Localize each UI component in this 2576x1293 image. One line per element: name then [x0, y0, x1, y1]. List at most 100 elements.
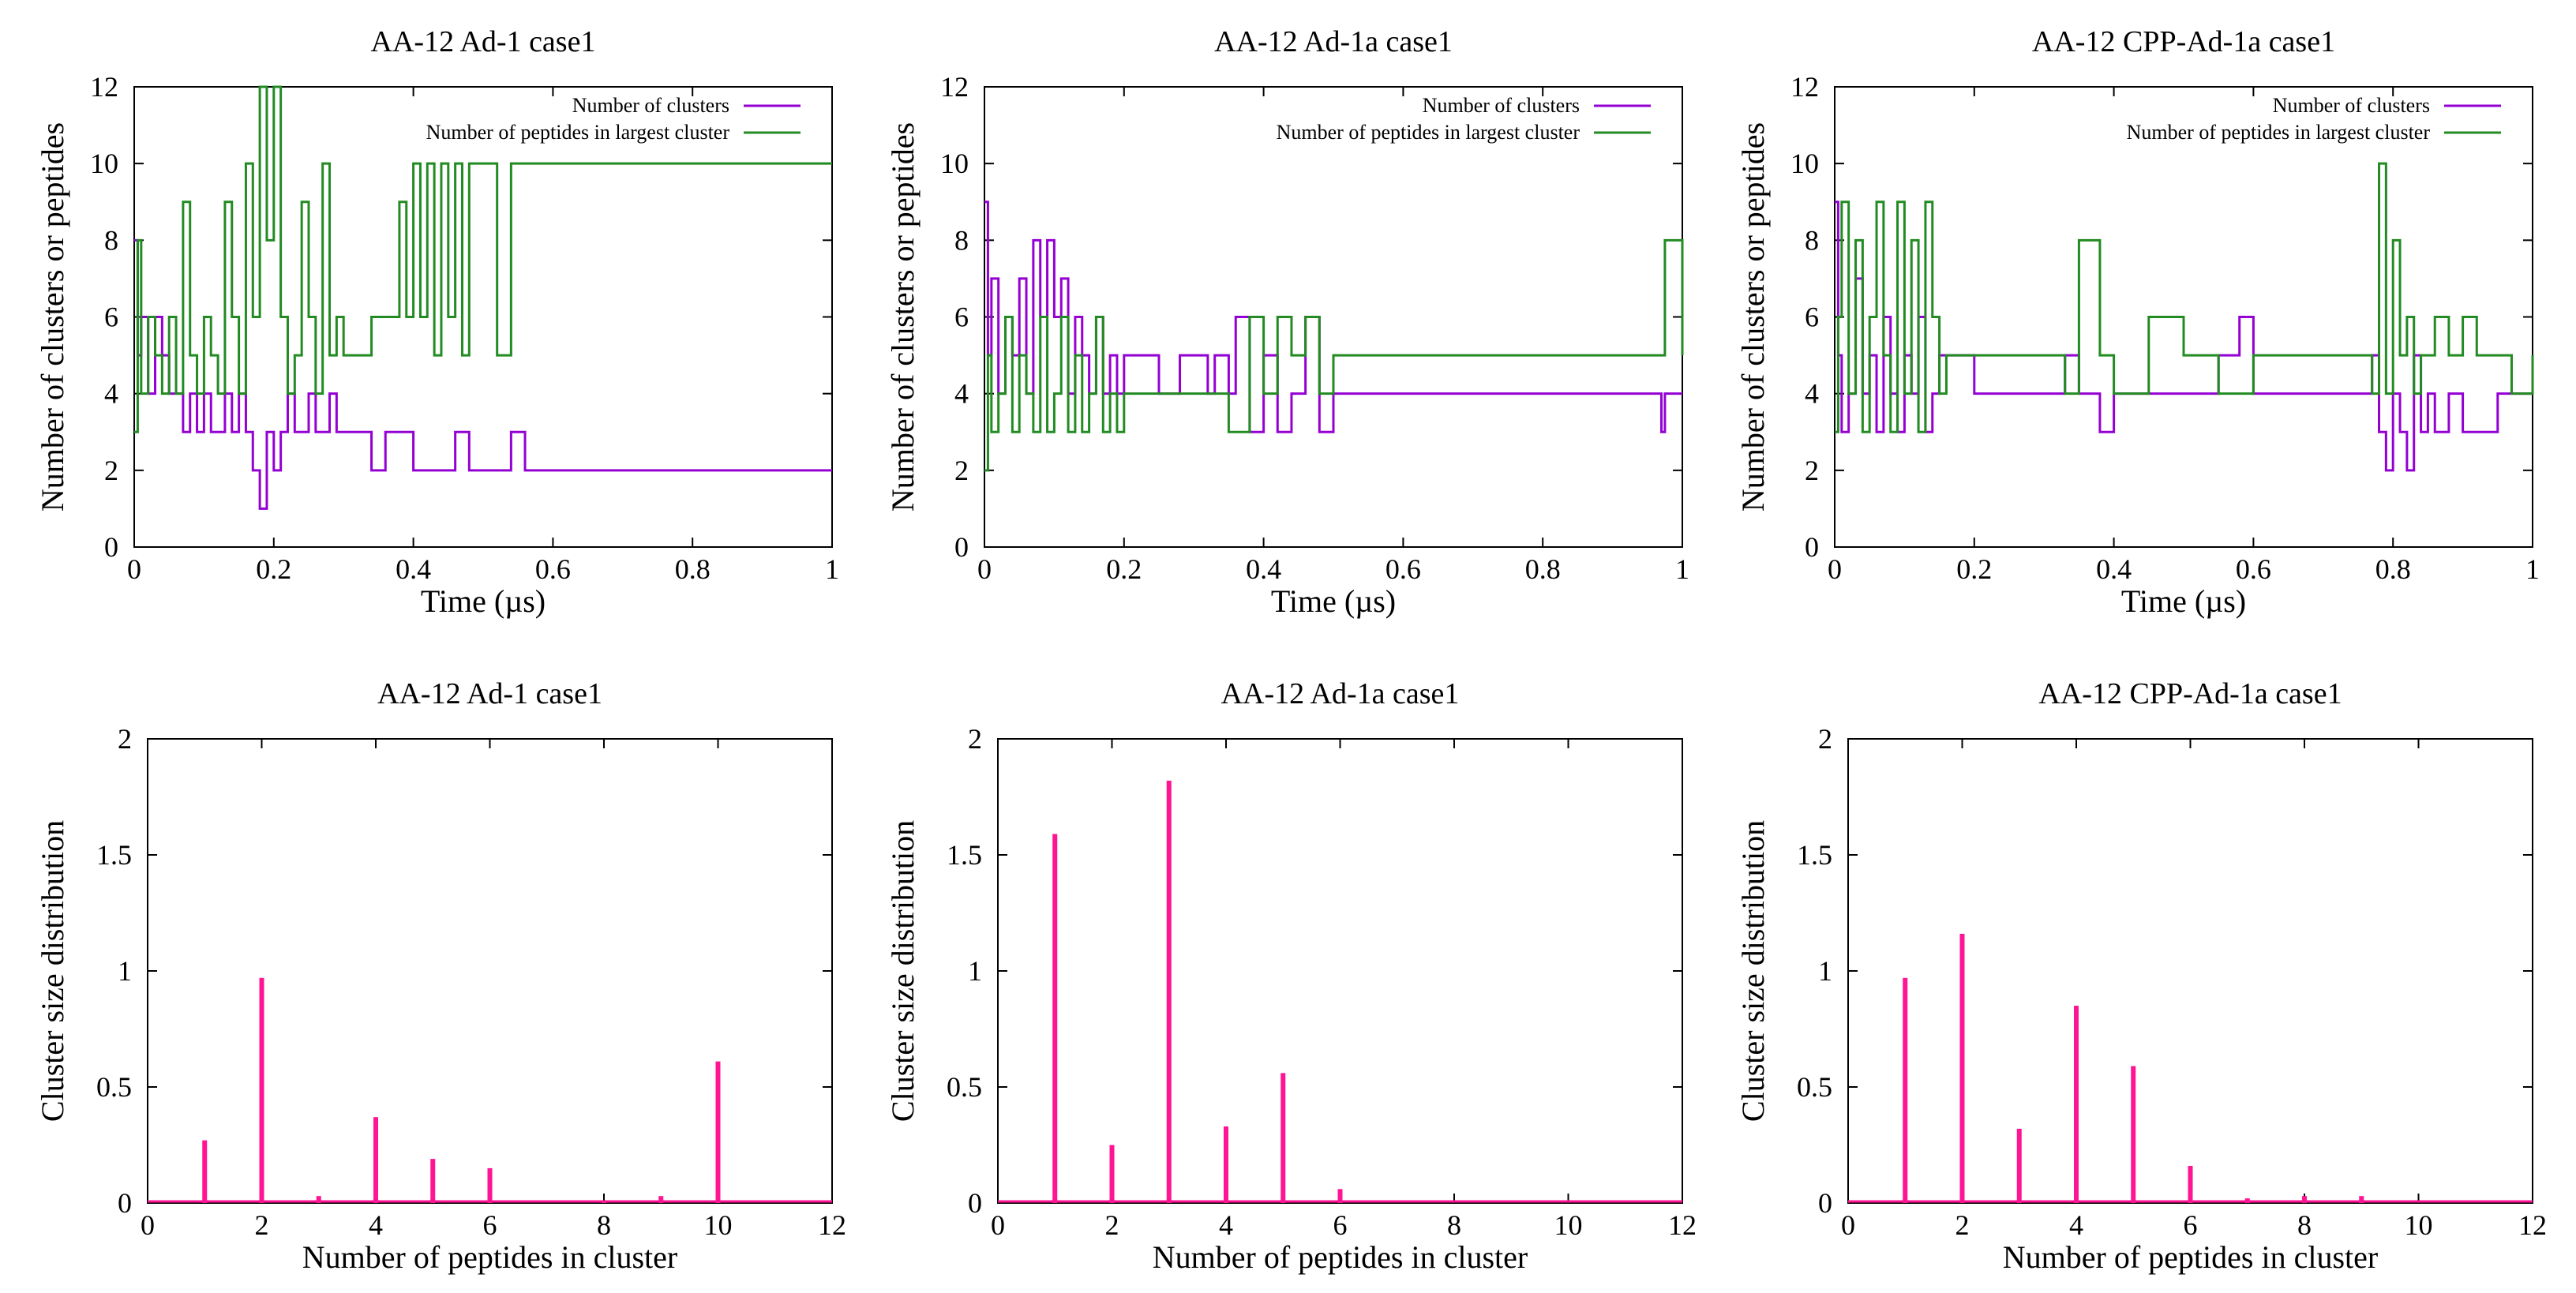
y-tick-label: 10: [90, 148, 118, 179]
x-tick-label: 0.8: [675, 553, 711, 585]
x-tick-label: 0: [141, 1209, 155, 1241]
chart-title: AA-12 Ad-1a case1: [1221, 677, 1460, 710]
x-tick-label: 0.8: [2375, 553, 2411, 585]
y-tick-label: 2: [968, 723, 982, 755]
y-tick-label: 6: [104, 302, 118, 333]
x-tick-label: 0.2: [256, 553, 291, 585]
bar-1: [1052, 834, 1058, 1203]
y-tick-label: 1.5: [96, 839, 132, 871]
y-tick-label: 2: [954, 455, 969, 486]
series-line-largest-cluster: [1835, 162, 2534, 433]
y-tick-label: 0: [118, 1187, 132, 1219]
bar-5: [430, 1159, 436, 1203]
x-tick-label: 12: [818, 1209, 846, 1241]
bar-8: [602, 1201, 606, 1203]
y-tick-label: 12: [940, 71, 969, 103]
chart-title: AA-12 Ad-1 case1: [377, 677, 602, 710]
x-tick-label: 10: [2405, 1209, 2433, 1241]
x-axis-label: Number of peptides in cluster: [302, 1239, 677, 1275]
y-tick-label: 1: [1818, 955, 1832, 987]
y-tick-label: 1: [968, 955, 982, 987]
x-axis-label: Time (µs): [421, 583, 546, 619]
y-axis-label: Cluster size distribution: [35, 820, 70, 1122]
plot-frame: [1847, 738, 2533, 1204]
y-tick-label: 4: [1805, 378, 1819, 410]
bar-4: [1224, 1126, 1228, 1203]
bar-9: [2359, 1196, 2364, 1203]
y-tick-label: 1.5: [947, 839, 982, 871]
x-tick-label: 10: [1554, 1209, 1583, 1241]
legend-label: Number of clusters: [1423, 94, 1580, 117]
chart-panel: AA-12 Ad-1 case1 0 2 4 6 8 10 12 0 0.5 1 1.5 2 Number…: [35, 677, 846, 1275]
bar-5: [1281, 1073, 1286, 1203]
y-axis-label: Number of clusters or peptides: [1735, 122, 1771, 512]
x-tick-label: 12: [2518, 1209, 2547, 1241]
bar-6: [1337, 1189, 1343, 1203]
legend-label: Number of clusters: [2273, 94, 2430, 117]
y-tick-label: 0.5: [1797, 1071, 1832, 1103]
x-tick-label: 0.8: [1525, 553, 1561, 585]
y-tick-label: 4: [954, 378, 969, 410]
chart-title: AA-12 CPP-Ad-1a case1: [2038, 677, 2342, 710]
series-line-largest-cluster: [984, 238, 1684, 472]
x-tick-label: 0: [1841, 1209, 1855, 1241]
plot-frame: [147, 738, 833, 1204]
y-tick-label: 2: [1805, 455, 1819, 486]
y-tick-label: 2: [1818, 723, 1832, 755]
legend-label: Number of peptides in largest cluster: [2127, 121, 2431, 144]
y-tick-label: 0: [1805, 531, 1819, 563]
y-tick-label: 8: [1805, 224, 1819, 256]
x-tick-label: 1: [2525, 553, 2540, 585]
bar-2: [259, 977, 264, 1203]
x-tick-label: 1: [825, 553, 839, 585]
x-tick-label: 8: [2297, 1209, 2312, 1241]
bar-6: [2188, 1165, 2193, 1203]
y-tick-label: 4: [104, 378, 118, 410]
x-tick-label: 0: [991, 1209, 1005, 1241]
y-tick-label: 0: [104, 531, 118, 563]
bar-3: [2016, 1128, 2022, 1203]
x-tick-label: 0: [127, 553, 141, 585]
x-tick-label: 0.6: [535, 553, 571, 585]
x-tick-label: 4: [1219, 1209, 1233, 1241]
legend-label: Number of peptides in largest cluster: [1277, 121, 1580, 144]
x-axis-label: Number of peptides in cluster: [1153, 1239, 1528, 1275]
bar-5: [2131, 1066, 2136, 1203]
y-tick-label: 6: [1805, 302, 1819, 333]
y-tick-label: 12: [90, 71, 118, 103]
legend-label: Number of clusters: [572, 94, 729, 117]
y-tick-label: 8: [104, 224, 118, 256]
y-axis-label: Number of clusters or peptides: [885, 122, 921, 512]
chart-title: AA-12 Ad-1a case1: [1214, 25, 1453, 58]
x-tick-label: 0.6: [1385, 553, 1421, 585]
x-tick-label: 12: [1668, 1209, 1697, 1241]
legend-label: Number of peptides in largest cluster: [426, 121, 730, 144]
y-tick-label: 0: [954, 531, 969, 563]
x-tick-label: 2: [1955, 1209, 1970, 1241]
bar-8: [2302, 1196, 2307, 1203]
x-tick-label: 0.6: [2236, 553, 2271, 585]
x-tick-label: 6: [483, 1209, 497, 1241]
bar-4: [373, 1117, 378, 1203]
series-line-clusters: [1835, 201, 2533, 472]
y-axis-label: Number of clusters or peptides: [35, 122, 70, 512]
plot-frame: [984, 86, 1683, 548]
x-tick-label: 4: [2069, 1209, 2083, 1241]
plot-frame: [997, 738, 1683, 1204]
y-tick-label: 1.5: [1797, 839, 1832, 871]
y-tick-label: 0: [968, 1187, 982, 1219]
y-tick-label: 12: [1790, 71, 1819, 103]
x-tick-label: 0.4: [1246, 553, 1281, 585]
x-tick-label: 0.4: [396, 553, 431, 585]
bar-1: [202, 1140, 208, 1203]
x-tick-label: 10: [704, 1209, 733, 1241]
y-axis-label: Cluster size distribution: [1735, 820, 1771, 1122]
x-tick-label: 6: [1333, 1209, 1348, 1241]
y-tick-label: 1: [118, 955, 132, 987]
bar-10: [715, 1061, 721, 1203]
x-tick-label: 1: [1675, 553, 1689, 585]
x-tick-label: 8: [597, 1209, 611, 1241]
x-axis-label: Time (µs): [1271, 583, 1396, 619]
